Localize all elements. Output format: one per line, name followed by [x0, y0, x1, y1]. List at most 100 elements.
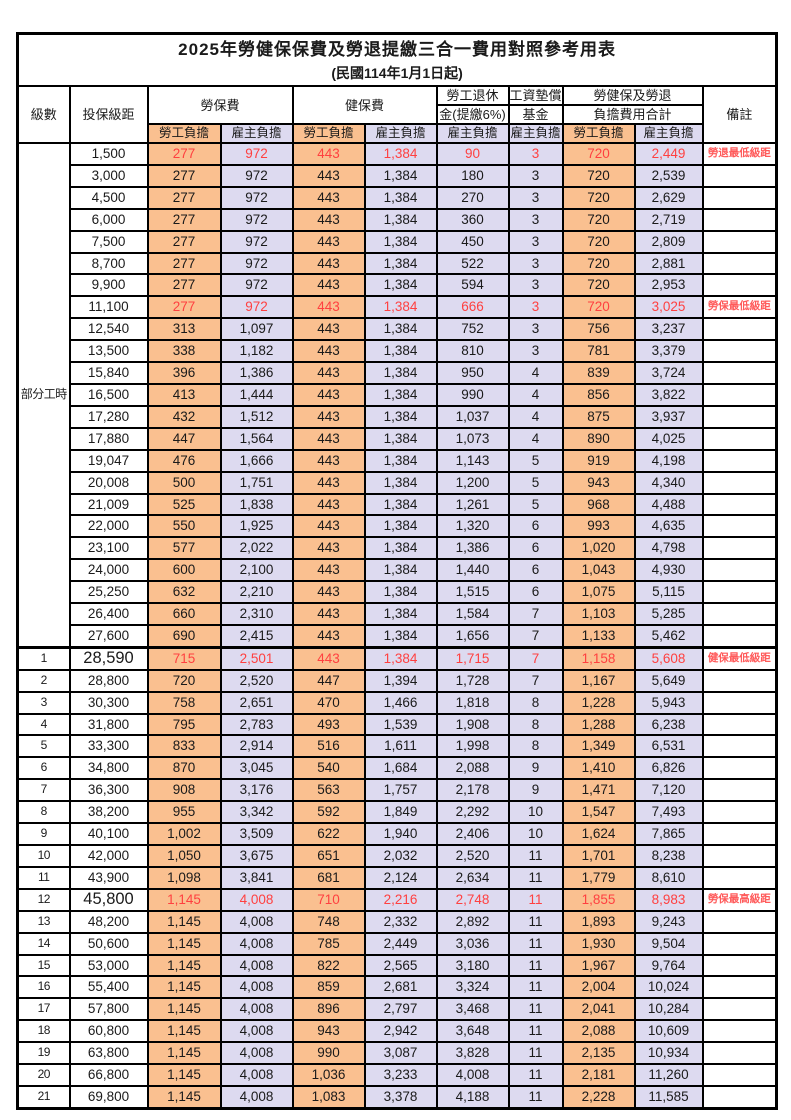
remark-cell — [701, 448, 778, 473]
value-cell: 600 — [146, 558, 222, 583]
header-row-3: 勞工負擔 雇主負擔 勞工負擔 雇主負擔 雇主負擔 雇主負擔 勞工負擔 雇主負擔 — [18, 123, 777, 144]
value-cell: 2,181 — [561, 1063, 636, 1087]
value-cell: 1,384 — [363, 142, 438, 166]
remark-cell — [701, 712, 778, 737]
table-row: 9,900 277 972 443 1,384 594 3 720 2,953 — [18, 273, 778, 298]
level-cell: 21 — [16, 1084, 71, 1110]
value-cell: 1,384 — [363, 448, 438, 473]
value-cell: 1,440 — [435, 558, 510, 583]
table-row: 26,400 660 2,310 443 1,384 1,584 7 1,103 5,285 — [18, 602, 778, 626]
value-cell: 3,828 — [435, 1041, 510, 1066]
value-cell: 4,008 — [219, 953, 294, 978]
value-cell: 270 — [435, 185, 510, 210]
bracket-cell: 38,200 — [68, 800, 149, 825]
value-cell: 1,384 — [363, 207, 438, 232]
value-cell: 6,826 — [633, 756, 704, 781]
level-cell: 18 — [16, 1019, 71, 1044]
level-cell: 11 — [16, 865, 71, 890]
value-cell: 493 — [291, 712, 366, 737]
value-cell: 4,340 — [633, 470, 704, 495]
value-cell: 1,145 — [146, 909, 222, 934]
value-cell: 443 — [291, 339, 366, 364]
value-cell: 1,384 — [363, 229, 438, 254]
value-cell: 1,410 — [561, 756, 636, 781]
value-cell: 856 — [561, 382, 636, 407]
value-cell: 919 — [561, 448, 636, 473]
value-cell: 2,520 — [435, 844, 510, 868]
value-cell: 6 — [507, 536, 564, 561]
remark-cell — [701, 975, 778, 1000]
value-cell: 1,818 — [435, 690, 510, 715]
table-row: 5 33,300 833 2,914 516 1,611 1,998 8 1,349 6,531 — [16, 734, 778, 759]
value-cell: 1,515 — [435, 580, 510, 605]
remark-cell — [701, 207, 778, 232]
value-cell: 313 — [146, 317, 222, 342]
value-cell: 1,384 — [363, 185, 438, 210]
value-cell: 1,930 — [561, 931, 636, 956]
subheader-wagefund-employer: 雇主負擔 — [507, 123, 564, 144]
table-row: 19 63,800 1,145 4,008 990 3,087 3,828 11 2,135 10… — [16, 1041, 778, 1066]
value-cell: 443 — [291, 317, 366, 342]
bracket-cell: 24,000 — [68, 558, 149, 583]
remark-cell — [701, 404, 778, 429]
premium-reference-sheet: 2025年勞健保保費及勞退提繳三合一費用對照參考用表 (民國114年1月1日起)… — [16, 32, 779, 1110]
value-cell: 6,531 — [633, 734, 704, 759]
value-cell: 2,415 — [219, 623, 294, 649]
value-cell: 3,036 — [435, 931, 510, 956]
value-cell: 748 — [291, 909, 366, 934]
table-row: 14 50,600 1,145 4,008 785 2,449 3,036 11 1,930 9,… — [16, 931, 778, 956]
bracket-cell: 45,800 — [68, 887, 149, 912]
value-cell: 1,320 — [435, 514, 510, 539]
table-row: 6 34,800 870 3,045 540 1,684 2,088 9 1,410 6,826 — [16, 756, 778, 781]
value-cell: 2,228 — [561, 1084, 636, 1110]
value-cell: 3,233 — [363, 1063, 438, 1087]
table-row: 11,100 277 972 443 1,384 666 3 720 3,025 勞保最低級距 — [18, 295, 778, 320]
value-cell: 972 — [219, 142, 294, 166]
subheader-health-employer: 雇主負擔 — [363, 123, 438, 144]
value-cell: 1,940 — [363, 822, 438, 846]
value-cell: 11 — [507, 1084, 564, 1110]
value-cell: 443 — [291, 185, 366, 210]
bracket-cell: 42,000 — [68, 844, 149, 868]
value-cell: 720 — [561, 229, 636, 254]
value-cell: 2,041 — [561, 997, 636, 1022]
value-cell: 1,384 — [363, 404, 438, 429]
value-cell: 1,036 — [291, 1063, 366, 1087]
value-cell: 1,098 — [146, 865, 222, 890]
value-cell: 277 — [146, 295, 222, 320]
table-row: 9 40,100 1,002 3,509 622 1,940 2,406 10 1,624 7,8… — [16, 822, 778, 846]
bracket-cell: 26,400 — [68, 602, 149, 626]
value-cell: 3,937 — [633, 404, 704, 429]
bracket-cell: 36,300 — [68, 778, 149, 803]
value-cell: 993 — [561, 514, 636, 539]
value-cell: 11 — [507, 887, 564, 912]
value-cell: 1,998 — [435, 734, 510, 759]
remark-cell — [701, 317, 778, 342]
value-cell: 1,701 — [561, 844, 636, 868]
value-cell: 3 — [507, 207, 564, 232]
bracket-cell: 63,800 — [68, 1041, 149, 1066]
value-cell: 1,386 — [219, 361, 294, 385]
value-cell: 1,855 — [561, 887, 636, 912]
value-cell: 4,008 — [219, 1063, 294, 1087]
remark-cell — [701, 251, 778, 276]
value-cell: 447 — [291, 668, 366, 693]
value-cell: 1,145 — [146, 931, 222, 956]
table-row: 12 45,800 1,145 4,008 710 2,216 2,748 11 1,855 8,… — [16, 887, 778, 912]
value-cell: 447 — [146, 426, 222, 451]
value-cell: 3 — [507, 185, 564, 210]
value-cell: 3 — [507, 273, 564, 298]
level-cell: 19 — [16, 1041, 71, 1066]
value-cell: 2,004 — [561, 975, 636, 1000]
value-cell: 443 — [291, 623, 366, 649]
value-cell: 277 — [146, 207, 222, 232]
value-cell: 1,384 — [363, 558, 438, 583]
value-cell: 1,288 — [561, 712, 636, 737]
value-cell: 1,728 — [435, 668, 510, 693]
value-cell: 470 — [291, 690, 366, 715]
value-cell: 3,509 — [219, 822, 294, 846]
bracket-cell: 28,590 — [68, 645, 149, 671]
value-cell: 1,611 — [363, 734, 438, 759]
value-cell: 3,342 — [219, 800, 294, 825]
col-header-pension-line1: 勞工退休 — [435, 85, 510, 106]
